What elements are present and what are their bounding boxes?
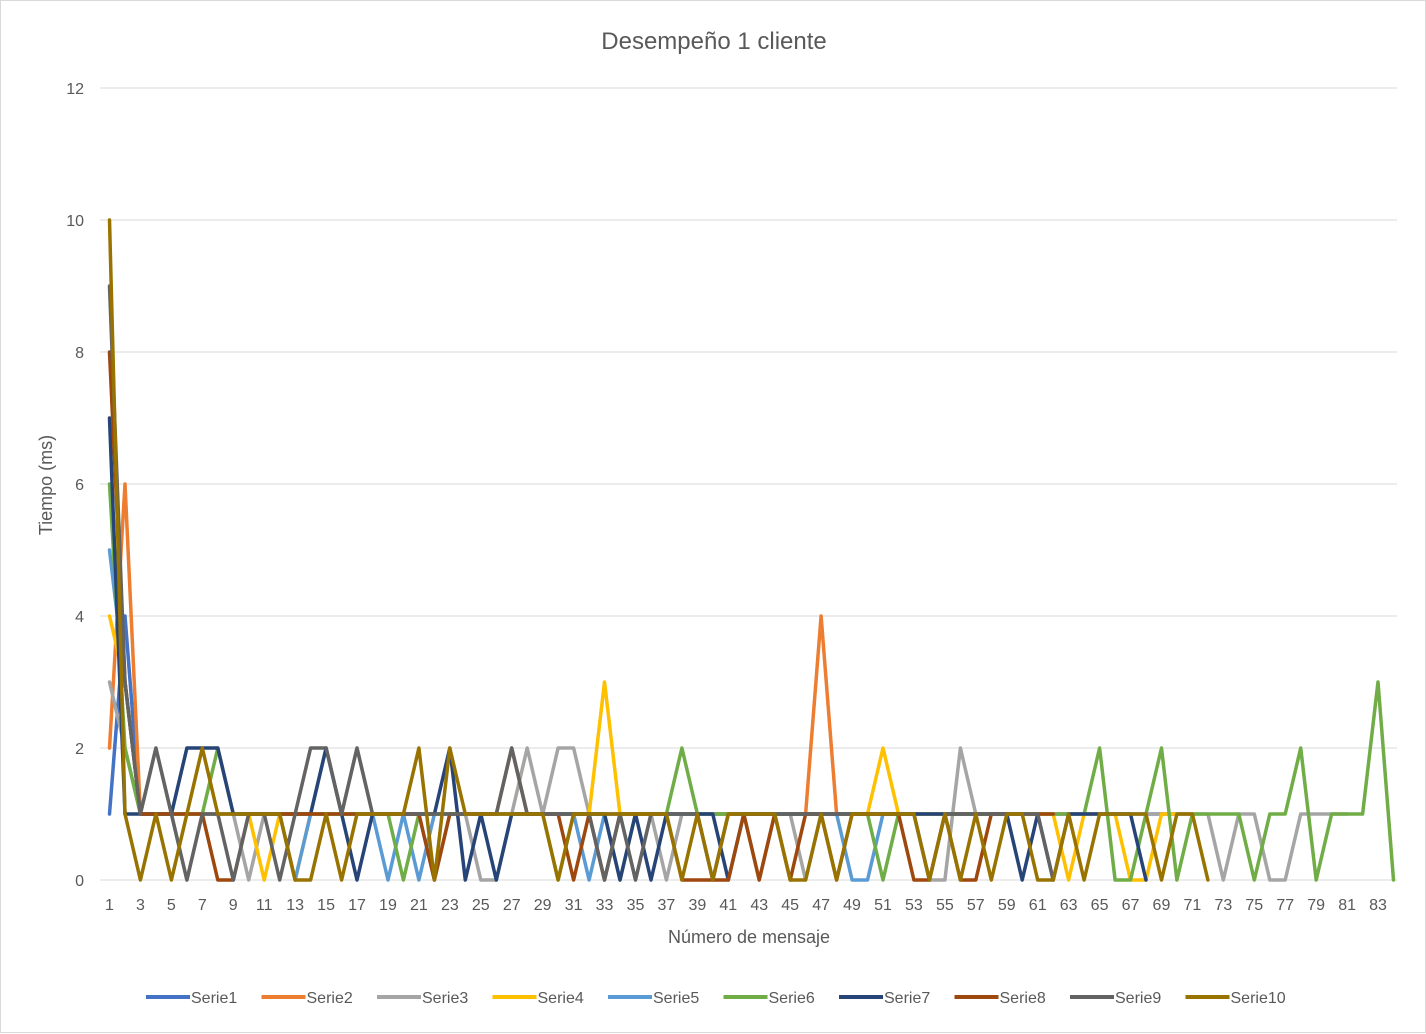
x-tick-label: 53 bbox=[905, 897, 923, 914]
legend-label-10: Serie10 bbox=[1231, 990, 1286, 1007]
series-line-6 bbox=[107, 482, 1396, 882]
x-tick-label: 41 bbox=[719, 897, 737, 914]
x-axis-title: Número de mensaje bbox=[668, 927, 830, 947]
legend-label-5: Serie5 bbox=[653, 990, 699, 1007]
x-tick-label: 13 bbox=[286, 897, 304, 914]
y-axis-ticks: 0 2 4 6 8 10 12 bbox=[66, 81, 84, 890]
legend: Serie1 Serie2 Serie3 Serie4 Serie5 Serie6 Seri… bbox=[146, 990, 1286, 1007]
x-tick-label: 75 bbox=[1245, 897, 1263, 914]
x-tick-label: 25 bbox=[472, 897, 490, 914]
x-tick-label: 47 bbox=[812, 897, 830, 914]
x-tick-label: 33 bbox=[596, 897, 614, 914]
x-tick-label: 51 bbox=[874, 897, 892, 914]
x-tick-label: 59 bbox=[998, 897, 1016, 914]
series-line-9 bbox=[107, 284, 1055, 882]
y-axis-title: Tiempo (ms) bbox=[36, 435, 56, 535]
x-tick-label: 69 bbox=[1153, 897, 1171, 914]
y-tick-label: 6 bbox=[75, 477, 84, 494]
series-lines bbox=[107, 218, 1396, 882]
series-line-1 bbox=[107, 614, 1195, 816]
legend-label-4: Serie4 bbox=[538, 990, 584, 1007]
series-line-2 bbox=[107, 482, 1055, 816]
x-tick-label: 37 bbox=[658, 897, 676, 914]
x-axis-ticks: 1 3 5 7 9 11 13 15 17 19 21 23 25 27 29 31 33 35 37 39 41 43 4… bbox=[105, 897, 1387, 914]
x-tick-label: 45 bbox=[781, 897, 799, 914]
x-tick-label: 35 bbox=[627, 897, 645, 914]
legend-label-2: Serie2 bbox=[307, 990, 353, 1007]
x-tick-label: 55 bbox=[936, 897, 954, 914]
x-tick-label: 1 bbox=[105, 897, 114, 914]
y-tick-label: 2 bbox=[75, 741, 84, 758]
x-tick-label: 83 bbox=[1369, 897, 1387, 914]
x-tick-label: 7 bbox=[198, 897, 207, 914]
y-tick-label: 12 bbox=[66, 81, 84, 98]
y-tick-label: 4 bbox=[75, 609, 84, 626]
x-tick-label: 57 bbox=[967, 897, 985, 914]
x-tick-label: 11 bbox=[256, 897, 273, 914]
series-line-10 bbox=[107, 218, 1210, 882]
x-tick-label: 63 bbox=[1060, 897, 1078, 914]
x-tick-label: 49 bbox=[843, 897, 861, 914]
x-tick-label: 31 bbox=[565, 897, 583, 914]
x-tick-label: 29 bbox=[534, 897, 552, 914]
chart-title: Desempeño 1 cliente bbox=[601, 28, 826, 55]
x-tick-label: 39 bbox=[688, 897, 706, 914]
x-tick-label: 23 bbox=[441, 897, 459, 914]
x-tick-label: 19 bbox=[379, 897, 397, 914]
legend-label-3: Serie3 bbox=[422, 990, 468, 1007]
legend-label-6: Serie6 bbox=[769, 990, 815, 1007]
x-tick-label: 43 bbox=[750, 897, 768, 914]
legend-label-7: Serie7 bbox=[884, 990, 930, 1007]
x-tick-label: 27 bbox=[503, 897, 521, 914]
x-tick-label: 79 bbox=[1307, 897, 1325, 914]
x-tick-label: 17 bbox=[348, 897, 366, 914]
x-tick-label: 5 bbox=[167, 897, 176, 914]
x-tick-label: 3 bbox=[136, 897, 145, 914]
legend-label-8: Serie8 bbox=[1000, 990, 1046, 1007]
x-tick-label: 15 bbox=[317, 897, 335, 914]
x-tick-label: 67 bbox=[1122, 897, 1140, 914]
y-tick-label: 0 bbox=[75, 873, 84, 890]
x-tick-label: 9 bbox=[229, 897, 238, 914]
legend-label-9: Serie9 bbox=[1115, 990, 1161, 1007]
x-tick-label: 61 bbox=[1029, 897, 1047, 914]
series-line-3 bbox=[107, 680, 1349, 882]
x-tick-label: 65 bbox=[1091, 897, 1109, 914]
x-tick-label: 21 bbox=[410, 897, 428, 914]
x-tick-label: 81 bbox=[1338, 897, 1356, 914]
y-tick-label: 10 bbox=[66, 213, 84, 230]
y-tick-label: 8 bbox=[75, 345, 84, 362]
x-tick-label: 73 bbox=[1214, 897, 1232, 914]
legend-label-1: Serie1 bbox=[191, 990, 237, 1007]
x-tick-label: 71 bbox=[1184, 897, 1202, 914]
series-line-7 bbox=[107, 416, 1148, 882]
x-tick-label: 77 bbox=[1276, 897, 1294, 914]
gridlines bbox=[100, 87, 1397, 881]
